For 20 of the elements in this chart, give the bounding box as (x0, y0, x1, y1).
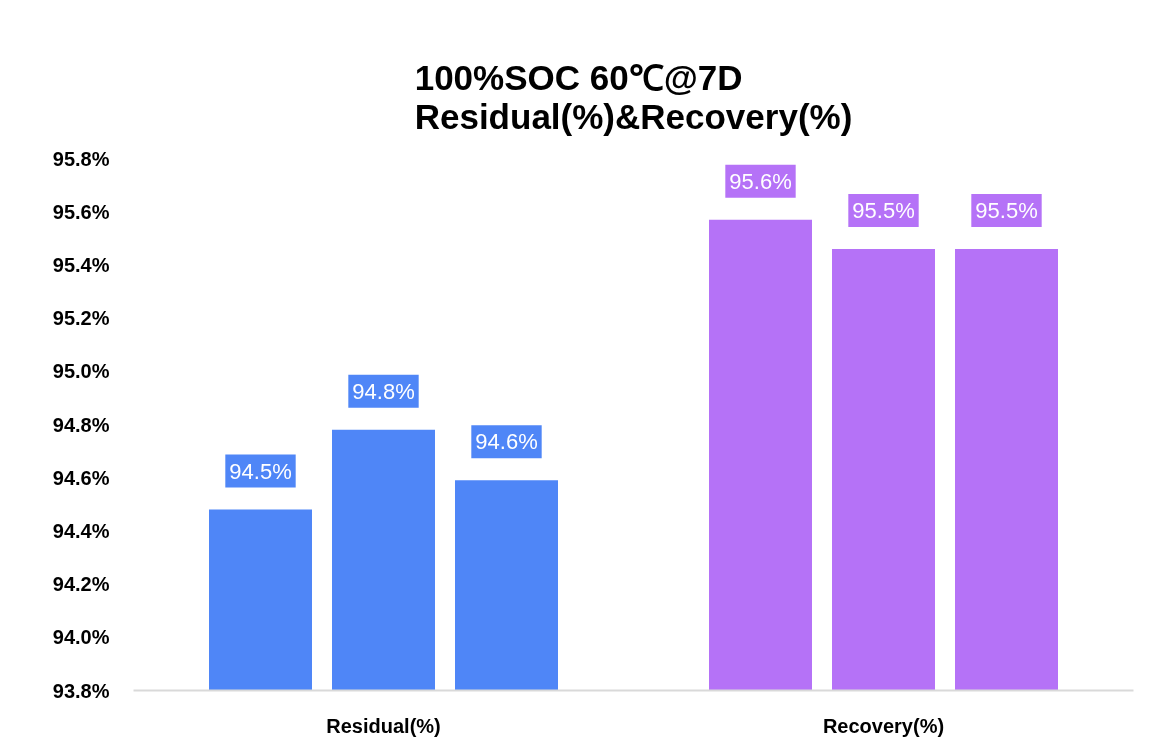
x-tick-label: Recovery(%) (822, 714, 945, 737)
y-tick-label: 94.2% (52, 573, 110, 596)
y-tick-label: 95.6% (52, 200, 110, 223)
data-label: 94.5% (229, 458, 292, 484)
y-tick-label: 93.8% (52, 679, 110, 702)
data-label: 95.5% (852, 197, 915, 223)
y-tick-label: 95.0% (52, 360, 110, 383)
chart-title: 100%SOC 60℃@7D Residual(%)&Recovery(%) (414, 58, 853, 136)
data-label: 95.5% (975, 197, 1038, 223)
y-tick-label: 94.8% (52, 413, 110, 436)
y-tick-label: 94.0% (52, 626, 110, 649)
data-label: 94.6% (475, 429, 538, 455)
x-tick-label: Residual(%) (326, 714, 441, 737)
y-tick-label: 94.4% (52, 519, 110, 542)
y-tick-label: 95.8% (52, 147, 110, 170)
y-tick-label: 95.2% (52, 307, 110, 330)
data-label: 94.8% (352, 378, 415, 404)
data-label: 95.6% (729, 168, 792, 194)
y-tick-label: 95.4% (52, 253, 110, 276)
y-tick-label: 94.6% (52, 466, 110, 489)
